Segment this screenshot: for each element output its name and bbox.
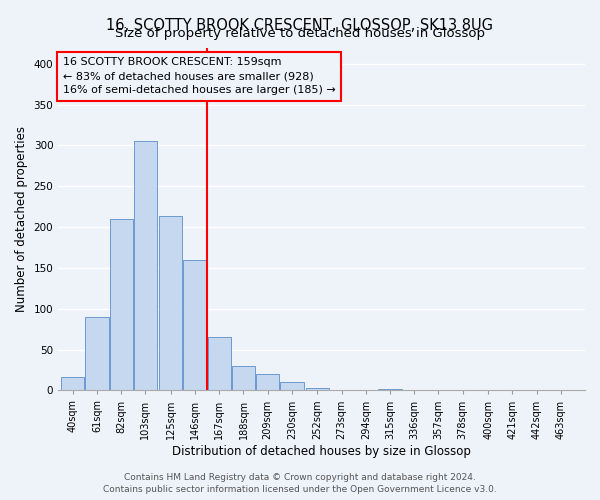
Bar [280, 382, 304, 390]
X-axis label: Distribution of detached houses by size in Glossop: Distribution of detached houses by size … [172, 444, 471, 458]
Bar [61, 376, 85, 390]
Text: 16 SCOTTY BROOK CRESCENT: 159sqm
← 83% of detached houses are smaller (928)
16% : 16 SCOTTY BROOK CRESCENT: 159sqm ← 83% o… [63, 58, 336, 96]
Bar [85, 317, 109, 390]
Text: 16, SCOTTY BROOK CRESCENT, GLOSSOP, SK13 8UG: 16, SCOTTY BROOK CRESCENT, GLOSSOP, SK13… [107, 18, 493, 32]
Y-axis label: Number of detached properties: Number of detached properties [15, 126, 28, 312]
Bar [379, 389, 401, 390]
Bar [256, 374, 280, 390]
Text: Size of property relative to detached houses in Glossop: Size of property relative to detached ho… [115, 28, 485, 40]
Bar [305, 388, 329, 390]
Bar [208, 338, 231, 390]
Bar [159, 216, 182, 390]
Bar [232, 366, 255, 390]
Bar [184, 260, 206, 390]
Text: Contains HM Land Registry data © Crown copyright and database right 2024.
Contai: Contains HM Land Registry data © Crown c… [103, 473, 497, 494]
Bar [134, 142, 157, 390]
Bar [110, 219, 133, 390]
